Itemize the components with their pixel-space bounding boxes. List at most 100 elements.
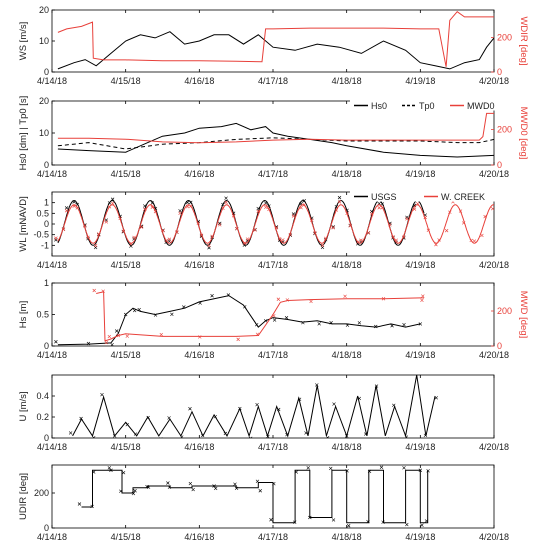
y-tick-label: -0.5	[33, 230, 49, 240]
x-tick-label: 4/20/18	[479, 442, 509, 452]
observation-marker	[167, 416, 171, 420]
observation-marker	[274, 226, 279, 230]
observation-marker	[198, 301, 202, 305]
legend-box	[350, 100, 496, 111]
x-tick-label: 4/17/18	[258, 169, 288, 179]
y-tick-label: 1	[44, 198, 49, 208]
observation-marker	[413, 371, 416, 374]
x-tick-label: 4/19/18	[405, 169, 435, 179]
observation-marker	[255, 402, 259, 407]
observation-marker	[212, 484, 216, 488]
observation-marker	[125, 422, 129, 427]
observation-marker	[367, 469, 372, 474]
legend-label: MWD0	[467, 101, 495, 111]
observation-marker	[182, 305, 186, 309]
observation-marker	[188, 481, 193, 486]
observation-marker	[385, 437, 390, 438]
observation-marker	[392, 403, 396, 408]
observation-marker	[189, 204, 193, 208]
x-tick-label: 4/20/18	[479, 532, 509, 542]
y-right-tick-label: 200	[497, 124, 512, 134]
observation-marker	[92, 470, 96, 474]
series-line-2	[96, 291, 424, 342]
x-tick-label: 4/14/18	[37, 532, 67, 542]
observation-marker	[104, 340, 108, 345]
observation-marker	[394, 238, 398, 242]
observation-marker	[210, 294, 214, 298]
observation-marker	[315, 383, 319, 387]
observation-marker	[129, 242, 133, 246]
y-tick-label: 0.5	[36, 310, 49, 320]
observation-marker	[224, 200, 228, 205]
observation-marker	[297, 397, 302, 402]
observation-marker	[263, 319, 268, 323]
observation-marker	[119, 489, 123, 493]
observation-marker	[150, 205, 155, 209]
x-tick-label: 4/16/18	[184, 260, 214, 270]
observation-marker	[75, 206, 80, 210]
series-line-1	[57, 122, 494, 158]
observation-marker	[301, 320, 305, 325]
observation-marker	[391, 235, 395, 239]
observation-marker	[97, 232, 101, 236]
observation-marker	[107, 205, 112, 209]
observation-marker	[107, 466, 112, 470]
x-tick-label: 4/17/18	[258, 260, 288, 270]
observation-marker	[72, 204, 76, 208]
panel-2: 4/14/18 4/15/18 4/16/18 4/17/18 4/18/18 4/19/…	[18, 96, 529, 179]
observation-marker	[191, 487, 195, 492]
y-tick-label: 0.4	[36, 391, 49, 401]
series-line-1	[57, 295, 421, 346]
legend: USGS W. CREEK	[350, 191, 496, 202]
x-tick-label: 4/19/18	[405, 350, 435, 360]
observation-marker	[242, 241, 247, 245]
x-tick-label: 4/19/18	[405, 532, 435, 542]
observation-marker	[369, 209, 374, 214]
observation-marker	[448, 210, 452, 214]
observation-marker	[346, 524, 351, 528]
series-group	[68, 371, 438, 438]
panel-3: 4/14/18 4/15/18 4/16/18 4/17/18 4/18/18 4/19/…	[18, 191, 509, 270]
x-tick-label: 4/17/18	[258, 76, 288, 86]
observation-marker	[146, 485, 151, 489]
x-tick-label: 4/18/18	[332, 169, 362, 179]
legend-label: Hs0	[371, 101, 387, 111]
observation-marker	[133, 489, 137, 493]
y-right-axis-label: WDIR [deg]	[518, 16, 529, 65]
y-tick-label: 1	[44, 278, 49, 288]
observation-marker	[68, 431, 73, 435]
observation-marker	[320, 243, 325, 248]
observation-marker	[359, 238, 363, 242]
observation-marker	[243, 305, 247, 309]
y-right-tick-label: 200	[497, 306, 512, 316]
x-tick-label: 4/20/18	[479, 169, 509, 179]
observation-marker	[329, 466, 333, 471]
y-tick-label: 0	[44, 67, 49, 77]
observation-marker	[221, 202, 225, 207]
observation-marker	[412, 207, 417, 211]
observation-marker	[188, 407, 192, 411]
y-right-tick-label: 200	[497, 33, 512, 43]
observation-marker	[210, 234, 214, 239]
observation-marker	[331, 518, 336, 522]
y-tick-label: 0	[44, 341, 49, 351]
observation-marker	[418, 468, 423, 472]
observation-marker	[231, 214, 236, 218]
observation-marker	[272, 313, 276, 318]
observation-marker	[294, 470, 299, 474]
x-tick-label: 4/17/18	[258, 532, 288, 542]
x-tick-label: 4/14/18	[37, 76, 67, 86]
observation-marker	[189, 200, 193, 205]
observation-marker	[331, 225, 335, 229]
observation-marker	[254, 322, 259, 327]
observation-marker	[402, 235, 406, 239]
observation-marker	[61, 227, 66, 232]
series-group	[54, 195, 494, 250]
x-tick-label: 4/19/18	[405, 442, 435, 452]
y-right-tick-label: 0	[497, 341, 502, 351]
observation-marker	[366, 231, 371, 235]
x-tick-label: 4/14/18	[37, 442, 67, 452]
x-tick-label: 4/18/18	[332, 350, 362, 360]
